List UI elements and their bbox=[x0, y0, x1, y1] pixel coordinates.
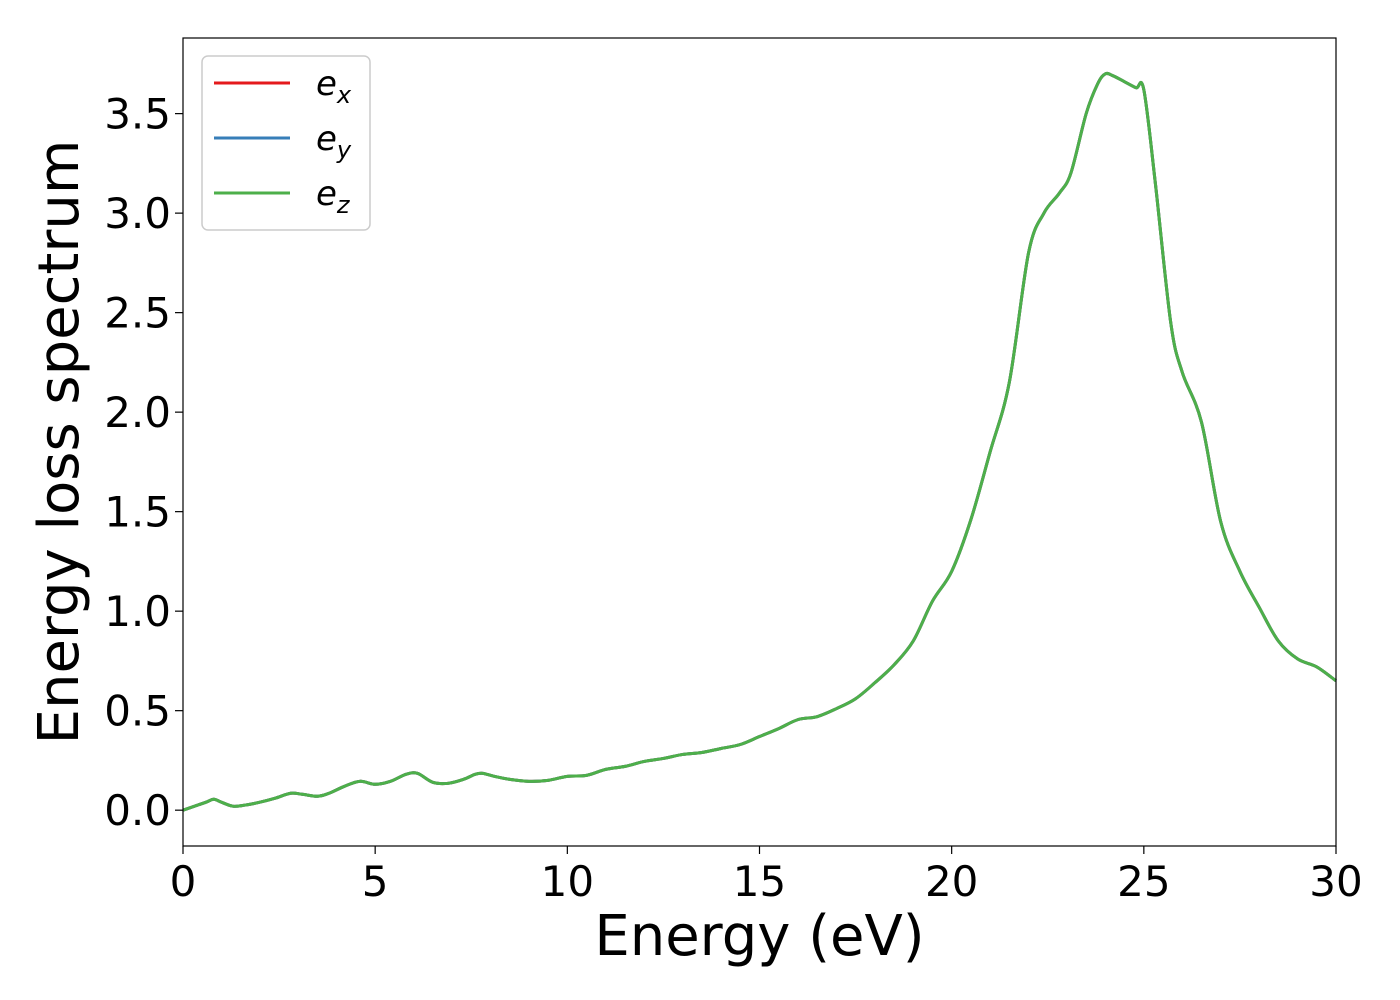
y-tick-label: 1.0 bbox=[104, 587, 171, 636]
y-tick-label: 1.5 bbox=[104, 488, 171, 537]
y-axis-ticks: 0.0 0.5 1.0 1.5 2.0 2.5 3.0 3.5 bbox=[104, 90, 183, 835]
y-tick-label: 3.5 bbox=[104, 90, 171, 139]
y-tick-label: 2.5 bbox=[104, 289, 171, 338]
x-tick-label: 5 bbox=[362, 857, 389, 906]
x-axis-ticks: 0 5 10 15 20 25 30 bbox=[170, 846, 1363, 906]
x-axis-label: Energy (eV) bbox=[594, 904, 924, 969]
legend-box bbox=[201, 55, 371, 231]
y-tick-label: 3.0 bbox=[104, 189, 171, 238]
y-tick-label: 0.5 bbox=[104, 687, 171, 736]
x-tick-label: 0 bbox=[170, 857, 197, 906]
x-tick-label: 30 bbox=[1309, 857, 1362, 906]
y-tick-label: 2.0 bbox=[104, 388, 171, 437]
y-tick-label: 0.0 bbox=[104, 786, 171, 835]
x-tick-label: 20 bbox=[925, 857, 978, 906]
series-line-ez bbox=[182, 71, 1337, 812]
x-tick-label: 10 bbox=[541, 857, 594, 906]
y-axis-label: Energy loss spectrum bbox=[27, 140, 92, 745]
x-tick-label: 25 bbox=[1117, 857, 1170, 906]
plot-lines bbox=[182, 71, 1337, 812]
x-tick-label: 15 bbox=[733, 857, 786, 906]
